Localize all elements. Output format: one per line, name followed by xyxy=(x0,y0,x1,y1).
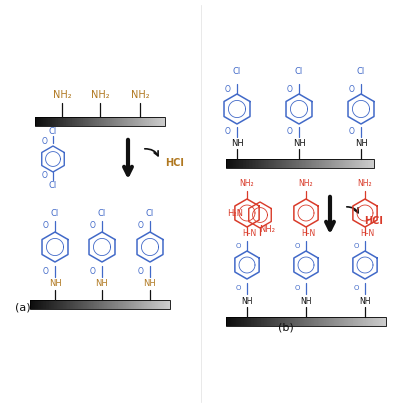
Text: NH: NH xyxy=(300,297,312,306)
Text: Cl: Cl xyxy=(233,67,241,76)
Text: O: O xyxy=(225,85,231,94)
Bar xyxy=(226,317,386,326)
Text: NH₂: NH₂ xyxy=(240,179,254,188)
Text: O: O xyxy=(294,285,300,291)
Text: NH: NH xyxy=(96,280,108,289)
Text: Cl: Cl xyxy=(49,182,57,190)
Text: O: O xyxy=(43,221,49,230)
Text: O: O xyxy=(235,243,241,249)
Text: O: O xyxy=(235,285,241,291)
Text: O: O xyxy=(349,85,355,94)
Text: Cl: Cl xyxy=(49,127,57,136)
Bar xyxy=(30,300,170,309)
Text: Cl: Cl xyxy=(146,210,154,219)
Text: O: O xyxy=(42,171,48,180)
Text: O: O xyxy=(349,127,355,136)
Text: O: O xyxy=(138,267,144,276)
Text: O: O xyxy=(287,85,293,94)
Text: O: O xyxy=(42,136,48,145)
Text: NH: NH xyxy=(49,280,61,289)
Text: NH₂: NH₂ xyxy=(131,90,150,100)
Text: NH₂: NH₂ xyxy=(91,90,109,100)
Text: O: O xyxy=(138,221,144,230)
Text: H-N: H-N xyxy=(360,230,374,239)
Text: O: O xyxy=(353,243,359,249)
Text: HCl: HCl xyxy=(165,158,184,168)
Text: O: O xyxy=(287,127,293,136)
Text: (a): (a) xyxy=(15,303,31,313)
Bar xyxy=(35,117,165,126)
Bar xyxy=(226,159,374,168)
Text: H₂N: H₂N xyxy=(227,208,243,217)
Text: NH₂: NH₂ xyxy=(259,225,275,234)
Text: NH: NH xyxy=(231,138,243,147)
Text: NH: NH xyxy=(241,297,253,306)
Text: NH: NH xyxy=(355,138,368,147)
Text: O: O xyxy=(90,221,96,230)
Text: H-N: H-N xyxy=(301,230,315,239)
Text: O: O xyxy=(225,127,231,136)
Text: Cl: Cl xyxy=(357,67,365,76)
Text: O: O xyxy=(43,267,49,276)
Text: Cl: Cl xyxy=(295,67,303,76)
Text: NH₂: NH₂ xyxy=(299,179,313,188)
Text: NH: NH xyxy=(359,297,371,306)
Text: Cl: Cl xyxy=(51,210,59,219)
Text: O: O xyxy=(294,243,300,249)
Text: O: O xyxy=(90,267,96,276)
Text: (b): (b) xyxy=(278,322,294,332)
Text: NH₂: NH₂ xyxy=(53,90,71,100)
Text: Cl: Cl xyxy=(98,210,106,219)
Text: NH: NH xyxy=(143,280,156,289)
Text: HCl: HCl xyxy=(364,216,383,226)
Text: NH: NH xyxy=(293,138,305,147)
Text: H-N: H-N xyxy=(242,230,256,239)
Text: NH₂: NH₂ xyxy=(358,179,372,188)
Text: O: O xyxy=(353,285,359,291)
